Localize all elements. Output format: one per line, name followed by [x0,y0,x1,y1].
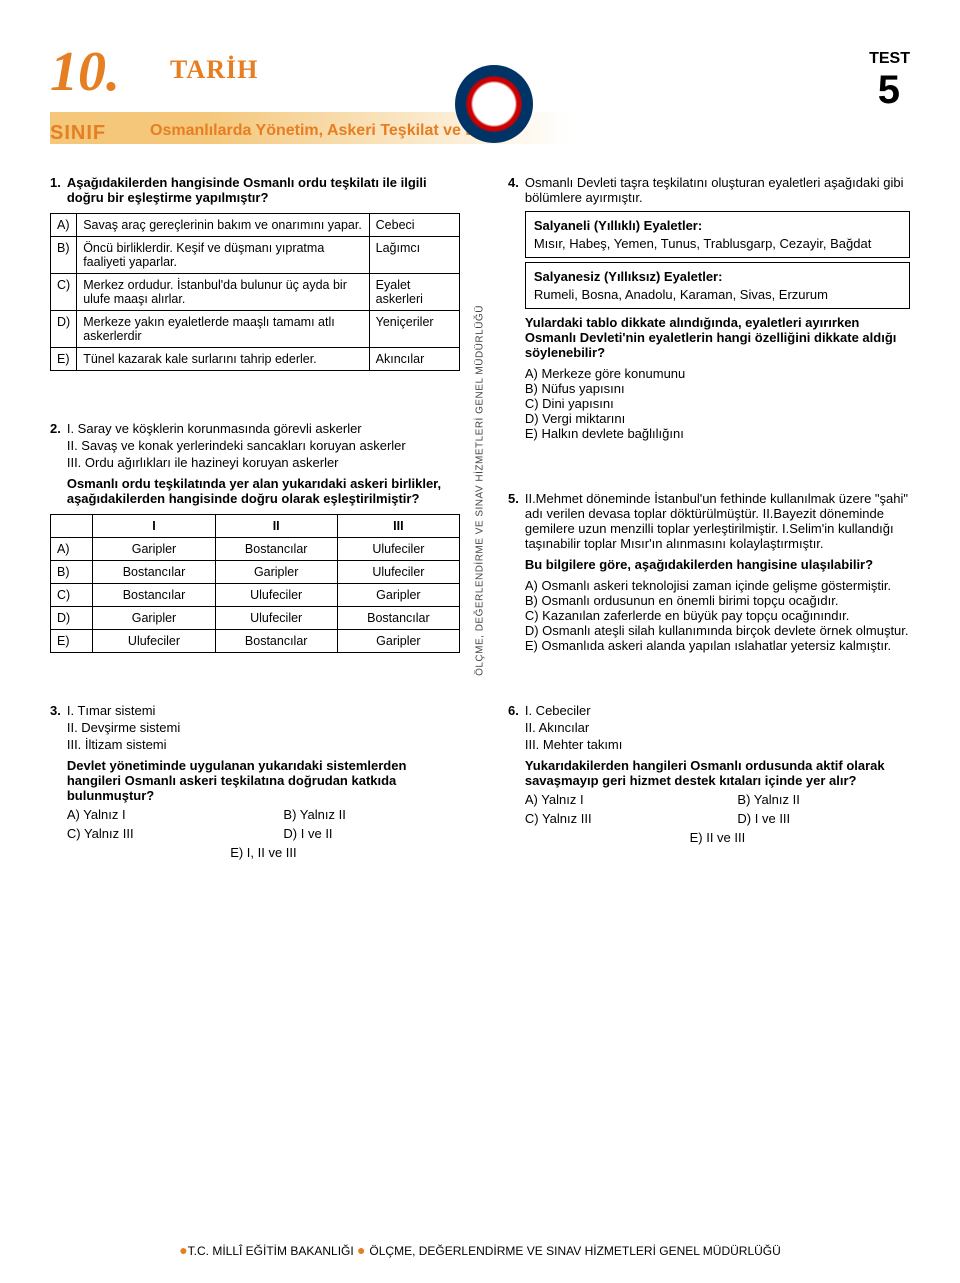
test-label: TEST [869,50,910,68]
q3-opt-a: A) Yalnız I [67,807,244,822]
q4-stem: Yulardaki tablo dikkate alındığında, eya… [525,315,910,360]
question-4: 4. Osmanlı Devleti taşra teşkilatını olu… [508,175,910,441]
q2-table: IIIIII A)GariplerBostancılarUlufeciler B… [50,514,460,653]
q1-table: A)Savaş araç gereçlerinin bakım ve onarı… [50,213,460,371]
q4-opt-e: E) Halkın devlete bağlılığını [525,426,910,441]
q6-opt-b: B) Yalnız II [737,792,910,807]
q2-number: 2. [50,421,61,506]
q3-opt-d: D) I ve II [283,826,460,841]
question-5: 5. II.Mehmet döneminde İstanbul'un fethi… [508,491,910,653]
q6-body: I. Cebeciler II. Akıncılar III. Mehter t… [525,703,910,845]
q1-number: 1. [50,175,61,205]
q6-item-2: II. Akıncılar [525,720,910,735]
q4-opt-c: C) Dini yapısını [525,396,910,411]
q3-opt-c: C) Yalnız III [67,826,244,841]
q3-opt-b: B) Yalnız II [283,807,460,822]
q5-number: 5. [508,491,519,653]
q4-box2-title: Salyanesiz (Yıllıksız) Eyaletler: [534,269,901,284]
q6-opt-c: C) Yalnız III [525,811,698,826]
q4-box1-body: Mısır, Habeş, Yemen, Tunus, Trablusgarp,… [534,236,901,251]
q5-opt-c: C) Kazanılan zaferlerde en büyük pay top… [525,608,910,623]
q5-opt-a: A) Osmanlı askeri teknolojisi zaman için… [525,578,910,593]
q2-item-2: II. Savaş ve konak yerlerindeki sancakla… [67,438,460,453]
q6-opt-d: D) I ve III [737,811,910,826]
q3-opt-e: E) I, II ve III [67,845,460,860]
q6-item-3: III. Mehter takımı [525,737,910,752]
q4-box1: Salyaneli (Yıllıklı) Eyaletler: Mısır, H… [525,211,910,258]
q3-stem: Devlet yönetiminde uygulanan yukarıdaki … [67,758,460,803]
grade-number: 10. [50,40,120,104]
q4-opt-b: B) Nüfus yapısını [525,381,910,396]
q5-opt-d: D) Osmanlı ateşli silah kullanımında bir… [525,623,910,638]
q4-box2: Salyanesiz (Yıllıksız) Eyaletler: Rumeli… [525,262,910,309]
q1-stem: Aşağıdakilerden hangisinde Osmanlı ordu … [67,175,460,205]
subject-title: TARİH [170,55,258,85]
test-header: 10. SINIF TARİH Osmanlılarda Yönetim, As… [50,30,910,160]
q6-opt-a: A) Yalnız I [525,792,698,807]
q5-opt-b: B) Osmanlı ordusunun en önemli birimi to… [525,593,910,608]
q4-box2-body: Rumeli, Bosna, Anadolu, Karaman, Sivas, … [534,287,901,302]
question-6: 6. I. Cebeciler II. Akıncılar III. Mehte… [508,703,910,845]
topic-title: Osmanlılarda Yönetim, Askeri Teşkilat ve… [150,122,514,140]
q6-stem: Yukarıdakilerden hangileri Osmanlı ordus… [525,758,910,788]
sinif-label: SINIF [50,122,106,145]
q3-item-3: III. İltizam sistemi [67,737,460,752]
q4-number: 4. [508,175,519,441]
q5-opt-e: E) Osmanlıda askeri alanda yapılan ıslah… [525,638,910,653]
q5-intro: II.Mehmet döneminde İstanbul'un fethinde… [525,491,910,551]
q2-item-3: III. Ordu ağırlıkları ile hazineyi koruy… [67,455,460,470]
question-3: 3. I. Tımar sistemi II. Devşirme sistemi… [50,703,460,860]
q4-box1-title: Salyaneli (Yıllıklı) Eyaletler: [534,218,901,233]
footer-right: ÖLÇME, DEĞERLENDİRME VE SINAV HİZMETLERİ… [369,1244,780,1258]
q6-opt-e: E) II ve III [525,830,910,845]
q3-item-1: I. Tımar sistemi [67,703,460,718]
q3-body: I. Tımar sistemi II. Devşirme sistemi II… [67,703,460,860]
q3-number: 3. [50,703,61,860]
q2-item-1: I. Saray ve köşklerin korunmasında görev… [67,421,460,436]
test-number: 5 [878,68,900,113]
question-2: 2. I. Saray ve köşklerin korunmasında gö… [50,421,460,653]
q5-stem: Bu bilgilere göre, aşağıdakilerden hangi… [525,557,910,572]
page-footer: ●T.C. MİLLÎ EĞİTİM BAKANLIĞI ● ÖLÇME, DE… [0,1242,960,1258]
q6-number: 6. [508,703,519,845]
q4-intro: Osmanlı Devleti taşra teşkilatını oluştu… [525,175,910,205]
question-1: 1. Aşağıdakilerden hangisinde Osmanlı or… [50,175,460,371]
q6-item-1: I. Cebeciler [525,703,910,718]
q4-opt-a: A) Merkeze göre konumunu [525,366,910,381]
side-vertical-text: ÖLÇME, DEĞERLENDİRME VE SINAV HİZMETLERİ… [475,305,486,676]
q2-body: I. Saray ve köşklerin korunmasında görev… [67,421,460,506]
stamp-icon [455,65,533,143]
q3-item-2: II. Devşirme sistemi [67,720,460,735]
q4-opt-d: D) Vergi miktarını [525,411,910,426]
footer-left: T.C. MİLLÎ EĞİTİM BAKANLIĞI [188,1244,354,1258]
q4-body: Osmanlı Devleti taşra teşkilatını oluştu… [525,175,910,441]
q5-body: II.Mehmet döneminde İstanbul'un fethinde… [525,491,910,653]
q2-stem: Osmanlı ordu teşkilatında yer alan yukar… [67,476,460,506]
